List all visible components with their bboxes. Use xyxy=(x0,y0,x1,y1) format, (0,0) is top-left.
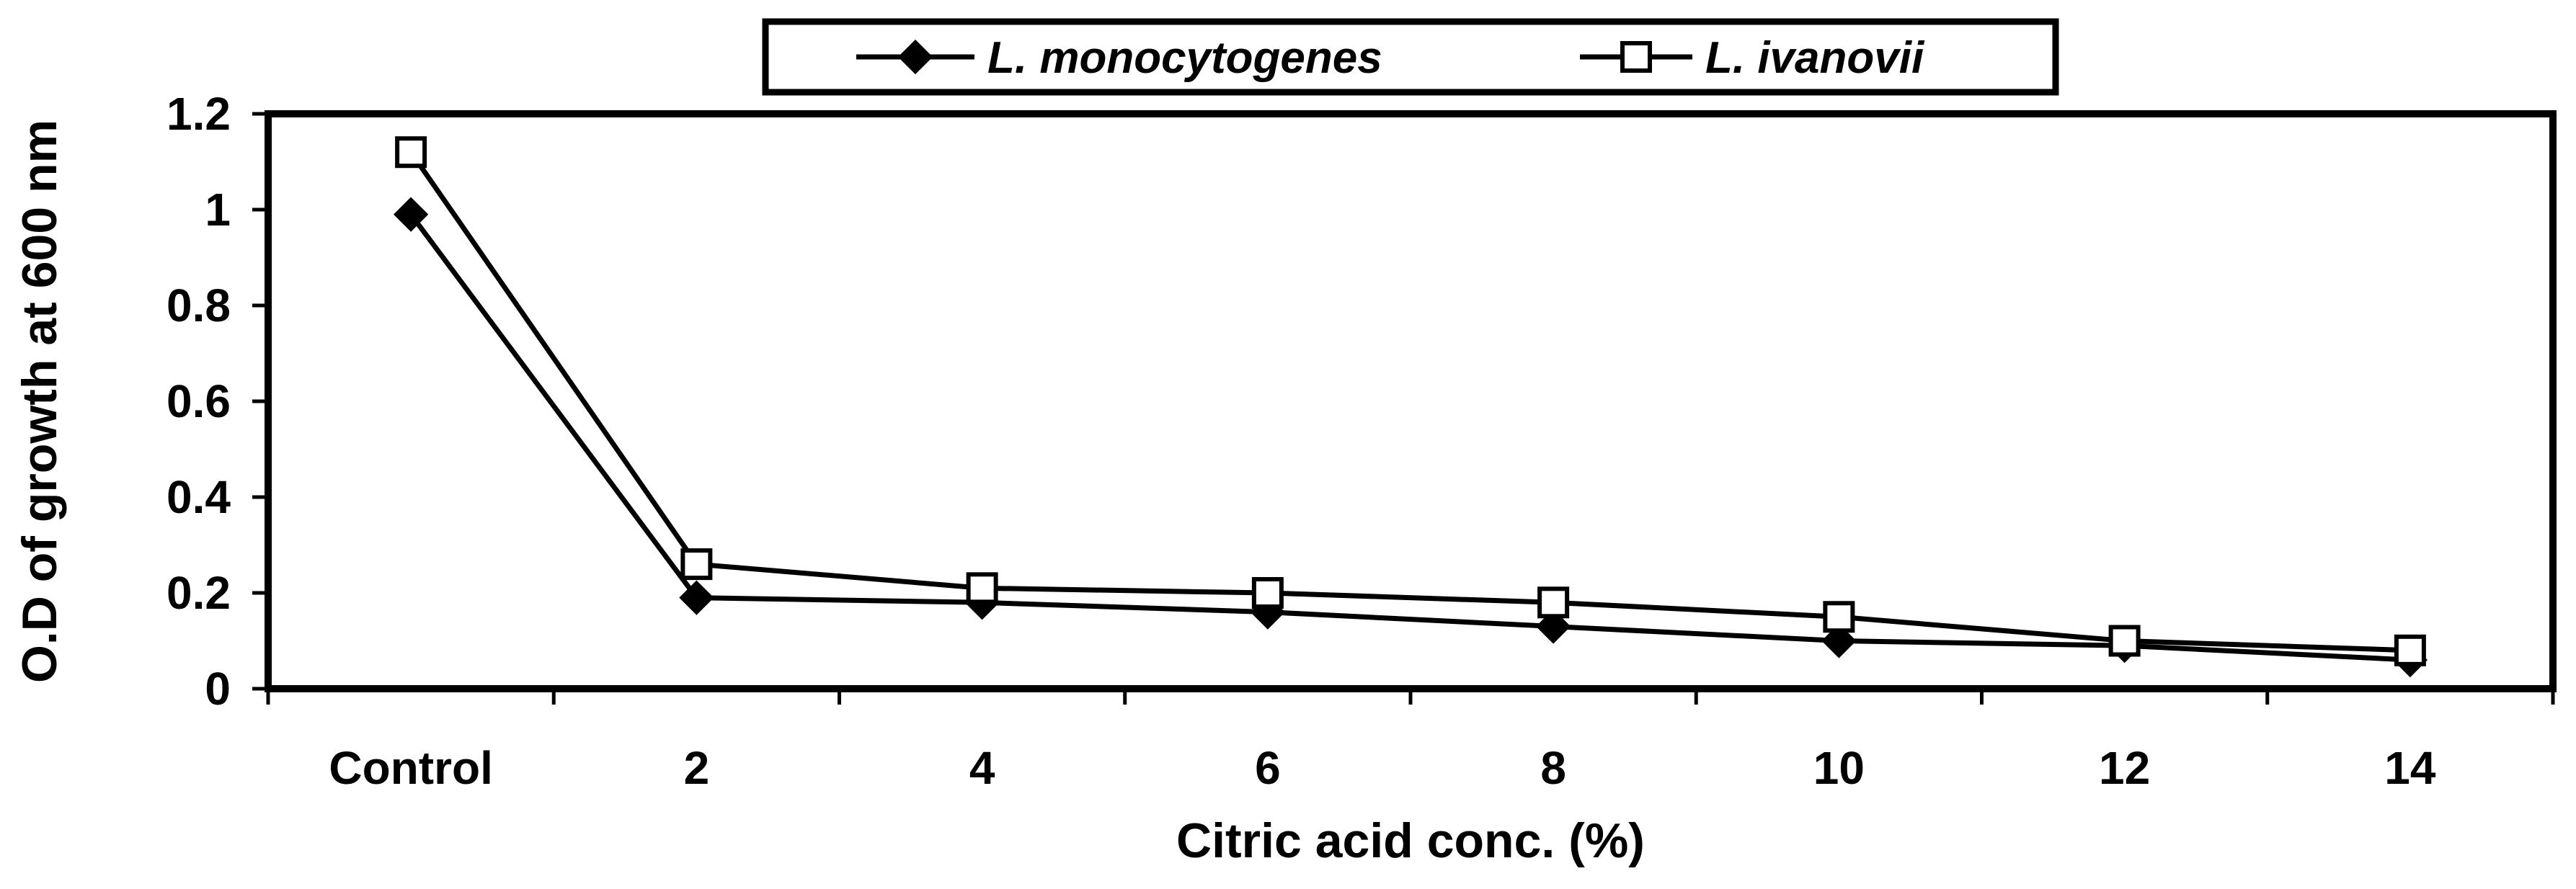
legend-entry: L. ivanovii xyxy=(1580,33,1925,83)
series-line xyxy=(409,213,2411,663)
data-point xyxy=(394,197,429,232)
x-tick-label: 10 xyxy=(1813,742,1865,794)
data-point xyxy=(680,548,713,581)
y-axis-title: O.D of growth at 600 nm xyxy=(12,120,67,683)
y-tick-label: 0.4 xyxy=(166,471,231,523)
x-tick-label: 8 xyxy=(1540,742,1566,794)
y-tick-label: 0.2 xyxy=(166,567,231,619)
y-tick-label: 1.2 xyxy=(166,88,231,140)
data-point xyxy=(1823,601,1855,633)
series-1 xyxy=(395,136,2426,666)
plot-area xyxy=(265,110,2557,692)
x-tick-label: 12 xyxy=(2099,742,2150,794)
data-point xyxy=(1537,586,1570,619)
data-point xyxy=(395,136,427,169)
data-point xyxy=(2394,634,2426,666)
data-point xyxy=(966,572,998,604)
y-tick-label: 0.6 xyxy=(166,375,231,427)
x-axis-title: Citric acid conc. (%) xyxy=(1176,813,1645,868)
x-tick-label: 2 xyxy=(684,742,710,794)
x-axis: Control 2 4 6 8 10 12 14 xyxy=(266,689,2555,794)
data-point xyxy=(1251,577,1284,609)
x-tick-label: 14 xyxy=(2384,742,2436,794)
y-tick-label: 0 xyxy=(205,663,231,715)
legend-marker xyxy=(897,39,933,75)
legend-label: L. ivanovii xyxy=(1705,33,1925,83)
y-axis: 0 0.2 0.4 0.6 0.8 1 1.2 xyxy=(166,88,268,715)
data-point xyxy=(1536,609,1571,644)
legend-entry: L. monocytogenes xyxy=(856,33,1382,83)
x-tick-label: 4 xyxy=(969,742,995,794)
y-tick-label: 0.8 xyxy=(166,280,231,331)
legend: L. monocytogenes L. ivanovii xyxy=(762,18,2059,96)
legend-box xyxy=(762,18,2059,96)
legend-marker xyxy=(1620,41,1652,73)
data-point xyxy=(679,580,714,615)
data-point xyxy=(1821,623,1857,658)
series-layer xyxy=(394,136,2428,678)
data-point xyxy=(2108,625,2141,657)
series-line xyxy=(409,151,2410,653)
x-tick-label: Control xyxy=(329,742,493,794)
legend-label: L. monocytogenes xyxy=(987,33,1382,83)
y-tick-label: 1 xyxy=(205,184,231,236)
x-tick-label: 6 xyxy=(1255,742,1281,794)
